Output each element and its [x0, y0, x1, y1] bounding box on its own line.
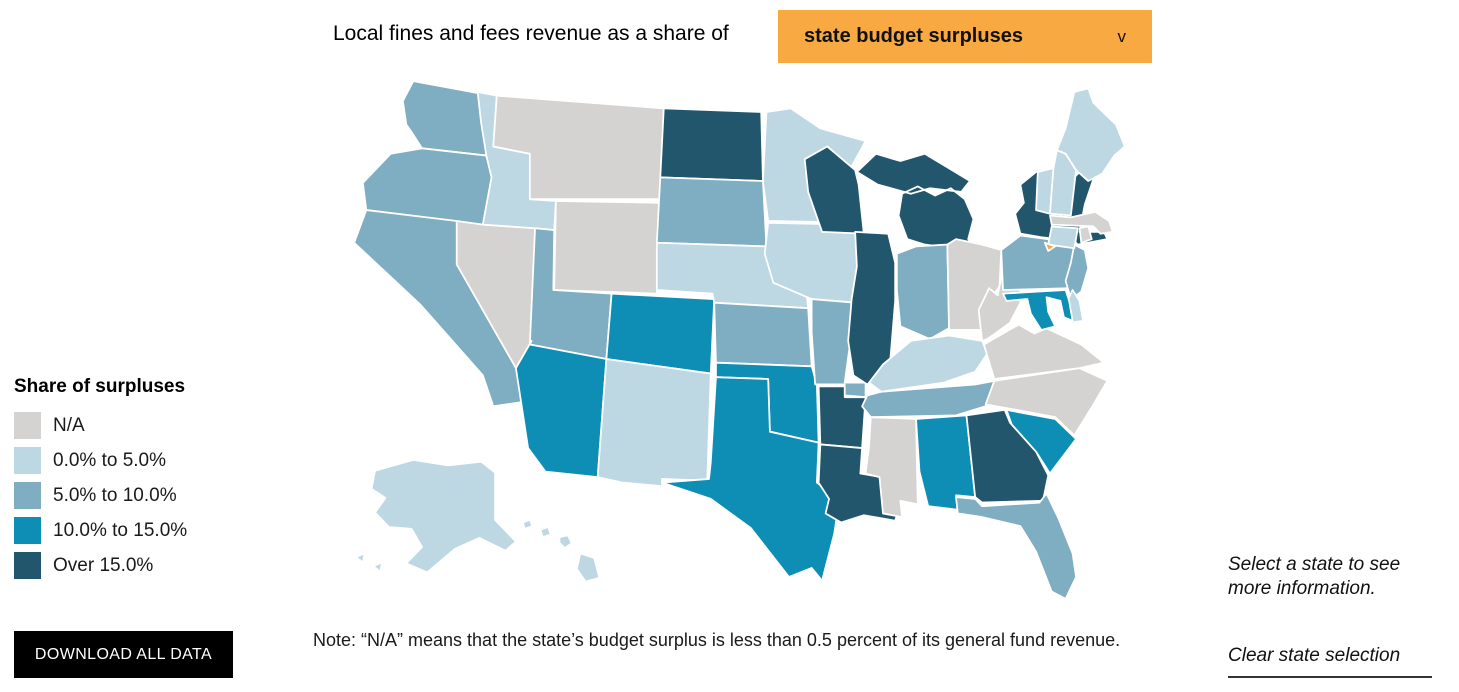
- state-FL[interactable]: [955, 492, 1077, 600]
- state-TX[interactable]: [661, 376, 841, 582]
- state-highlight-sliver: [1043, 241, 1057, 252]
- select-state-hint: Select a state to see more information.: [1228, 554, 1401, 599]
- clear-state-selection-link[interactable]: Clear state selection: [1228, 645, 1432, 678]
- map-legend: Share of surpluses N/A 0.0% to 5.0% 5.0%…: [14, 376, 274, 587]
- legend-item-over-15: Over 15.0%: [14, 552, 274, 579]
- state-IL[interactable]: [847, 230, 897, 386]
- download-all-data-button[interactable]: DOWNLOAD ALL DATA: [14, 631, 233, 678]
- footnote: Note: “N/A” means that the state’s budge…: [313, 630, 1121, 650]
- state-MI[interactable]: [856, 152, 975, 250]
- legend-label: 5.0% to 10.0%: [53, 484, 177, 506]
- state-MD[interactable]: [1002, 289, 1074, 331]
- us-choropleth-map: [335, 72, 1170, 617]
- state-GA[interactable]: [965, 408, 1050, 504]
- state-CT[interactable]: [1047, 225, 1079, 250]
- legend-label: Over 15.0%: [53, 554, 154, 576]
- state-WY[interactable]: [553, 200, 662, 295]
- state-TN[interactable]: [861, 379, 996, 419]
- legend-swatch-10-15: [14, 517, 41, 544]
- state-NC[interactable]: [984, 367, 1109, 437]
- state-AL[interactable]: [915, 414, 977, 511]
- state-ME[interactable]: [1056, 87, 1126, 182]
- state-AK[interactable]: [355, 458, 517, 574]
- legend-item-0-5: 0.0% to 5.0%: [14, 447, 274, 474]
- legend-label: N/A: [53, 414, 85, 436]
- state-LA[interactable]: [817, 443, 900, 524]
- legend-item-na: N/A: [14, 412, 274, 439]
- state-MA[interactable]: [1049, 210, 1114, 235]
- state-SD[interactable]: [655, 176, 768, 248]
- state-IN[interactable]: [896, 243, 950, 340]
- legend-item-10-15: 10.0% to 15.0%: [14, 517, 274, 544]
- measure-dropdown[interactable]: state budget surpluses v: [778, 10, 1152, 63]
- us-map-svg: [353, 80, 1126, 600]
- state-MS[interactable]: [864, 416, 919, 518]
- state-SC[interactable]: [1005, 408, 1077, 475]
- legend-swatch-over-15: [14, 552, 41, 579]
- state-ND[interactable]: [659, 107, 764, 182]
- legend-swatch-0-5: [14, 447, 41, 474]
- legend-label: 0.0% to 5.0%: [53, 449, 167, 471]
- state-VA[interactable]: [982, 323, 1105, 380]
- state-RI[interactable]: [1078, 225, 1093, 244]
- legend-label: 10.0% to 15.0%: [53, 519, 188, 541]
- legend-item-5-10: 5.0% to 10.0%: [14, 482, 274, 509]
- state-KS[interactable]: [713, 301, 813, 368]
- legend-swatch-na: [14, 412, 41, 439]
- page-title: Local fines and fees revenue as a share …: [333, 22, 729, 45]
- legend-title: Share of surpluses: [14, 376, 186, 397]
- state-AZ[interactable]: [515, 339, 608, 479]
- state-NM[interactable]: [596, 358, 712, 488]
- state-HI[interactable]: [522, 518, 601, 583]
- state-WI[interactable]: [803, 145, 865, 235]
- chevron-down-icon: v: [1117, 26, 1127, 46]
- legend-swatch-5-10: [14, 482, 41, 509]
- measure-dropdown-value: state budget surpluses: [804, 25, 1023, 47]
